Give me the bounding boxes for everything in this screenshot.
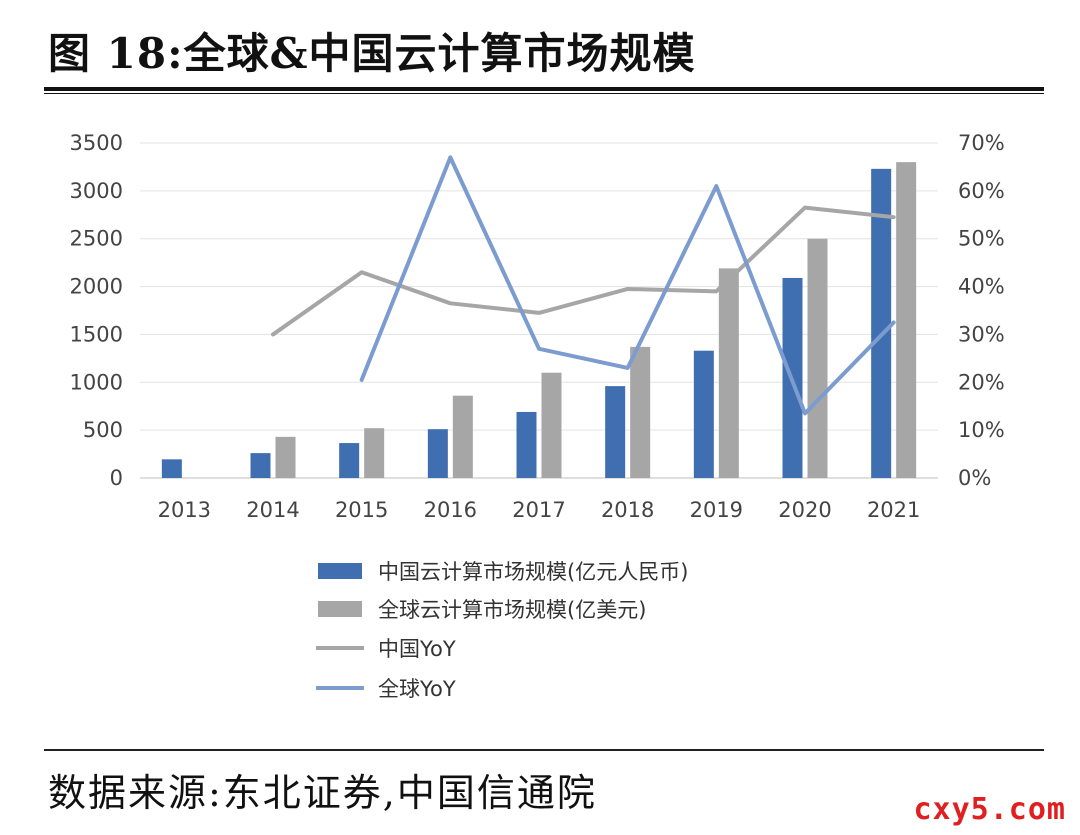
- china-bar: [605, 386, 626, 478]
- china-bar: [339, 443, 360, 478]
- x-tick-label: 2021: [867, 498, 920, 522]
- x-tick-label: 2013: [158, 498, 211, 522]
- legend-item: 中国YoY: [316, 637, 456, 661]
- figure-title: 图 18:全球&中国云计算市场规模: [48, 29, 696, 78]
- china-bar: [250, 453, 271, 478]
- y-left-tick-label: 3000: [70, 179, 123, 203]
- y-right-tick-label: 10%: [958, 418, 1005, 442]
- global-bar: [452, 395, 473, 478]
- y-right-tick-label: 70%: [958, 131, 1005, 155]
- x-tick-label: 2020: [778, 498, 831, 522]
- legend-label: 中国云计算市场规模(亿元人民币): [378, 560, 688, 584]
- global-bar: [718, 268, 739, 478]
- combo-chart: 3500 3000 2500 2000 1500 1000 500 0 70% 60% 50% 40%…: [70, 131, 1005, 701]
- title-rule-thin: [44, 93, 1044, 94]
- china-bar: [693, 350, 714, 478]
- y-left-tick-label: 2000: [70, 275, 123, 299]
- china-bar: [161, 459, 182, 478]
- china-yoy-line: [271, 205, 896, 337]
- y-left-tick-label: 3500: [70, 131, 123, 155]
- y-right-tick-label: 20%: [958, 370, 1005, 394]
- legend-label: 全球云计算市场规模(亿美元): [378, 598, 646, 622]
- china-bar: [516, 411, 537, 478]
- global-bar: [630, 346, 651, 478]
- x-tick-label: 2015: [335, 498, 388, 522]
- legend-item: 中国云计算市场规模(亿元人民币): [318, 560, 688, 584]
- x-tick-label: 2017: [512, 498, 565, 522]
- global-yoy-line: [359, 155, 896, 416]
- y-left-tick-label: 0: [110, 466, 123, 490]
- y-right-tick-label: 30%: [958, 322, 1005, 346]
- china-bar: [871, 168, 892, 479]
- y-right-tick-label: 60%: [958, 179, 1005, 203]
- global-bar: [275, 436, 296, 478]
- y-left-tick-label: 1500: [70, 322, 123, 346]
- legend-swatch: [318, 601, 362, 617]
- y-right-tick-label: 40%: [958, 275, 1005, 299]
- y-left-tick-label: 2500: [70, 227, 123, 251]
- x-tick-label: 2019: [690, 498, 743, 522]
- data-source: 数据来源:东北证券,中国信通院: [48, 771, 597, 815]
- y-left-tick-label: 500: [83, 418, 123, 442]
- global-bar: [896, 162, 917, 478]
- legend-swatch: [318, 563, 362, 579]
- china-bar: [427, 429, 448, 478]
- legend-label: 全球YoY: [378, 677, 456, 701]
- y-right-tick-label: 0%: [958, 466, 991, 490]
- global-bar: [541, 372, 562, 478]
- x-tick-label: 2018: [601, 498, 654, 522]
- source-rule: [44, 749, 1044, 751]
- y-left-tick-label: 1000: [70, 370, 123, 394]
- title-rule: [44, 87, 1044, 91]
- watermark: cxy5.com: [913, 792, 1066, 827]
- legend-item: 全球云计算市场规模(亿美元): [318, 598, 646, 622]
- global-bar: [364, 428, 385, 478]
- y-right-tick-label: 50%: [958, 227, 1005, 251]
- x-tick-label: 2016: [424, 498, 477, 522]
- x-tick-label: 2014: [246, 498, 299, 522]
- legend-label: 中国YoY: [378, 637, 456, 661]
- global-bar: [807, 238, 828, 478]
- legend-item: 全球YoY: [316, 677, 456, 701]
